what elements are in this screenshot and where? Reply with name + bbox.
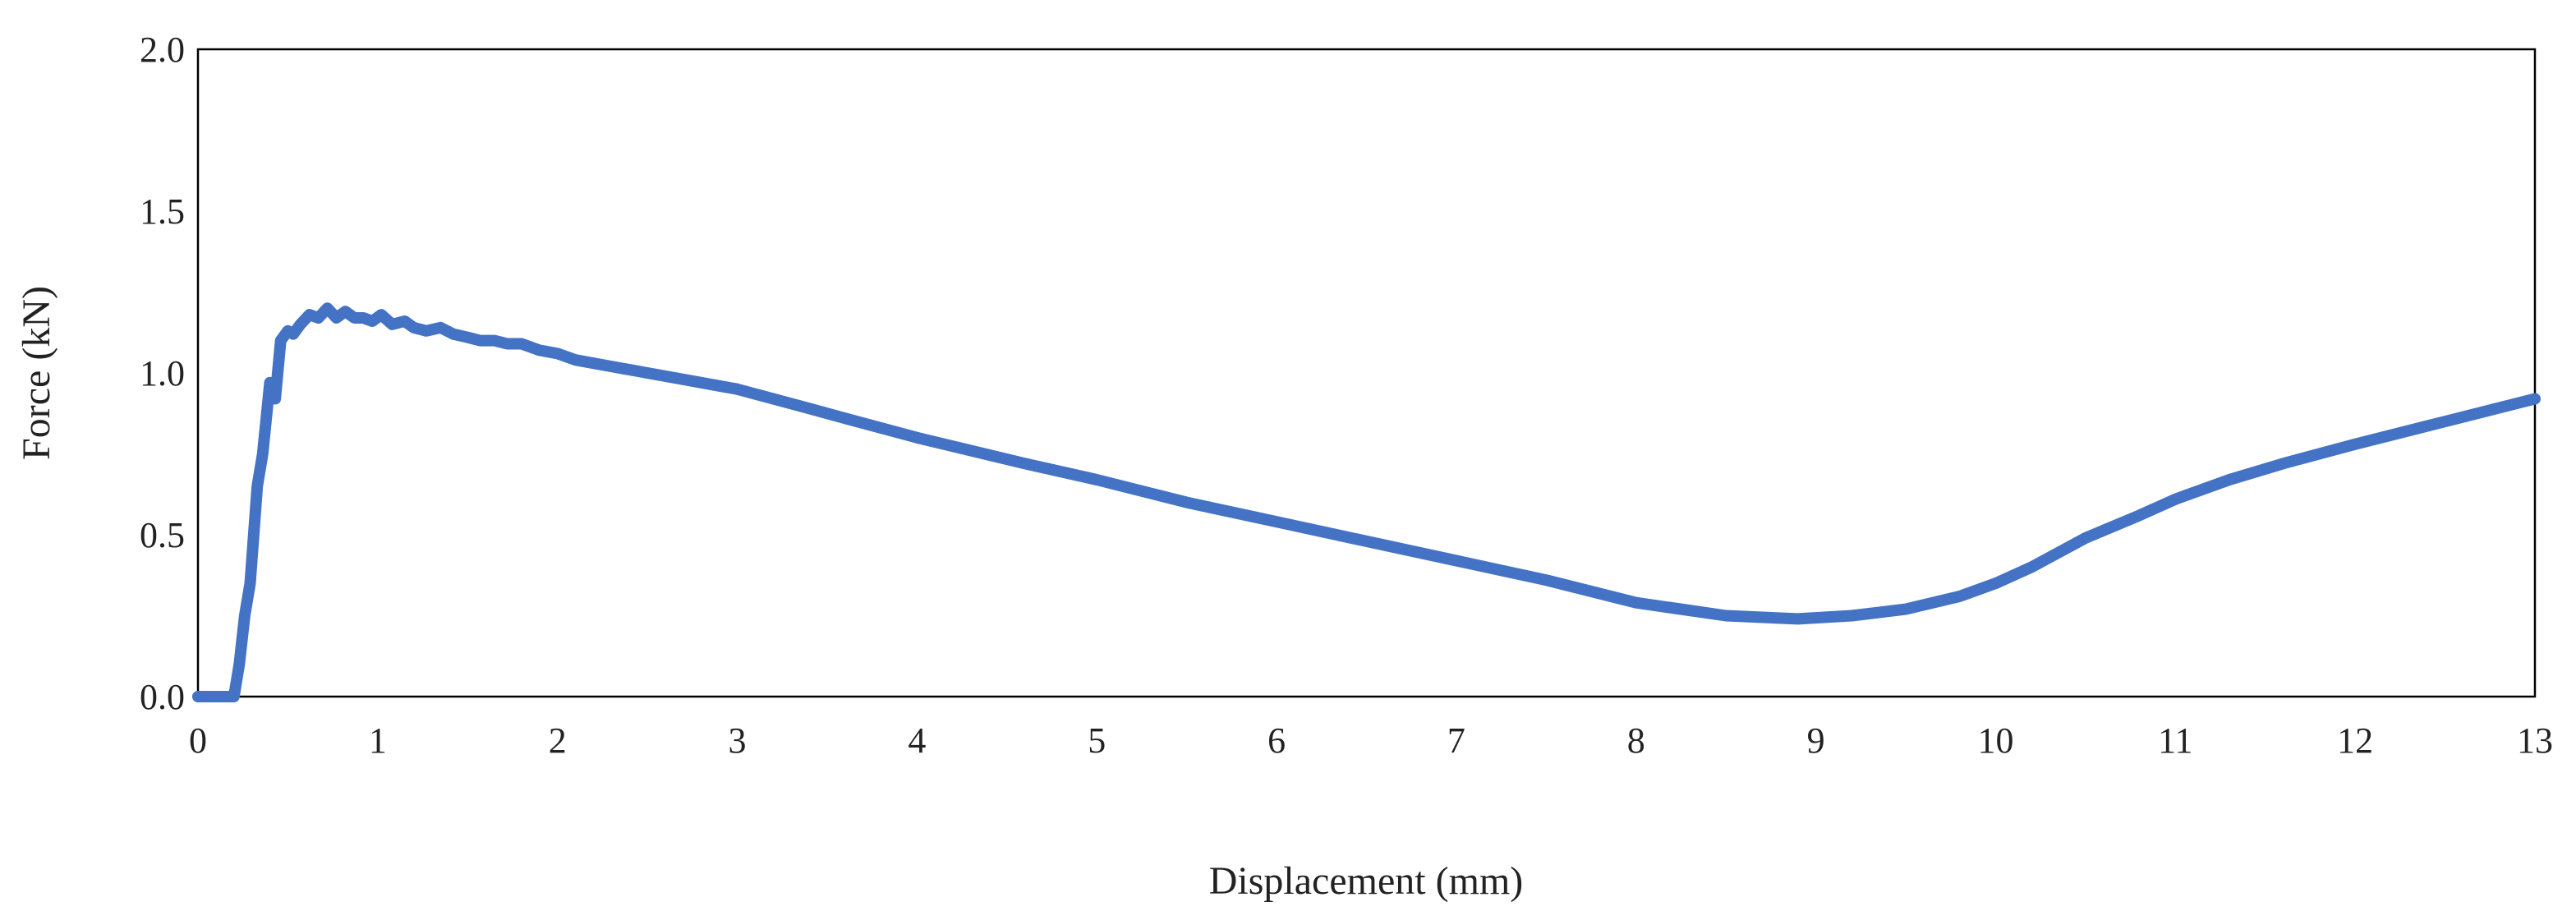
x-tick-label: 6 bbox=[1267, 720, 1286, 761]
x-tick-label: 7 bbox=[1447, 720, 1465, 761]
x-tick-label: 4 bbox=[908, 720, 926, 761]
x-tick-label: 12 bbox=[2337, 720, 2373, 761]
x-tick-label: 5 bbox=[1088, 720, 1106, 761]
series-line-force bbox=[192, 302, 2541, 702]
y-tick-label: 0.5 bbox=[140, 515, 185, 555]
plot-area bbox=[196, 48, 2537, 698]
x-tick-label: 10 bbox=[1977, 720, 2013, 761]
x-tick-label: 3 bbox=[729, 720, 747, 761]
y-tick-label: 0.0 bbox=[140, 677, 185, 717]
x-tick-label: 9 bbox=[1807, 720, 1825, 761]
x-axis-title: Displacement (mm) bbox=[1209, 859, 1524, 903]
y-tick-label: 1.0 bbox=[140, 353, 185, 393]
x-tick-label: 1 bbox=[369, 720, 387, 761]
x-tick-labels: 0 1 2 3 4 5 6 7 8 9 10 11 12 13 bbox=[189, 720, 2553, 761]
x-tick-label: 8 bbox=[1627, 720, 1645, 761]
x-tick-label: 13 bbox=[2517, 720, 2553, 761]
y-tick-label: 1.5 bbox=[140, 191, 185, 232]
x-tick-label: 11 bbox=[2158, 720, 2192, 761]
x-tick-label: 0 bbox=[189, 720, 207, 761]
x-tick-label: 2 bbox=[549, 720, 567, 761]
y-axis-title: Force (kN) bbox=[15, 286, 58, 460]
y-tick-labels: 0.0 0.5 1.0 1.5 2.0 bbox=[140, 30, 185, 717]
y-tick-label: 2.0 bbox=[140, 30, 185, 70]
